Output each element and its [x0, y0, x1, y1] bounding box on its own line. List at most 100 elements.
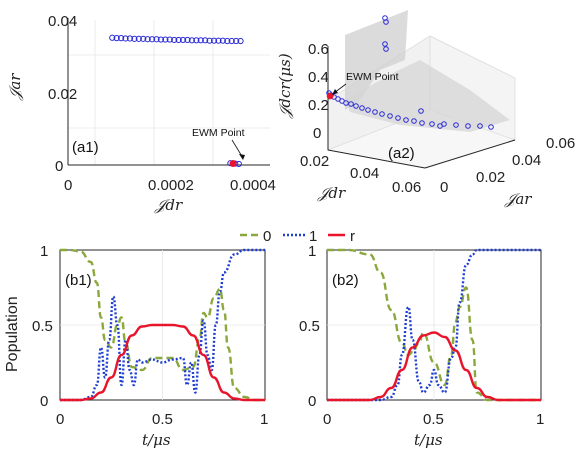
a1-point — [131, 35, 138, 42]
a2-point — [383, 19, 389, 25]
a2-vtick-label: 0.4 — [308, 69, 329, 86]
a1-point — [157, 36, 165, 43]
a1-point — [219, 37, 226, 44]
a2-surface-lower — [345, 60, 510, 132]
a1-ylabel: 𝒥ar — [6, 73, 24, 101]
a1-point — [144, 36, 151, 43]
a2-point — [453, 122, 459, 128]
a1-point — [235, 160, 242, 168]
a2-vtick-label: 0.2 — [308, 97, 329, 114]
b1-panel-label: (b1) — [65, 272, 92, 289]
a1-point — [197, 37, 204, 44]
a2-point — [465, 123, 471, 129]
a2-point — [365, 107, 371, 113]
a2-ewm-point — [326, 92, 334, 100]
a2-point — [411, 118, 417, 124]
a1-point — [237, 37, 244, 45]
a1-point — [113, 35, 120, 42]
a1-point — [188, 37, 195, 44]
a1-ytick-label: 0 — [55, 158, 63, 175]
b2-lines — [326, 248, 541, 402]
a2-xtick-label: 0.02 — [300, 153, 329, 170]
a2-point — [387, 113, 393, 119]
b2-xlabel: t/μs — [414, 431, 443, 449]
legend-label-1: 1 — [309, 228, 317, 245]
a2-point — [372, 109, 378, 115]
a2-point — [348, 101, 354, 107]
a2-point — [437, 123, 443, 129]
a2-point — [343, 100, 349, 106]
a1-points — [109, 34, 244, 168]
a2-ylabel: 𝒥dcr(μs) — [276, 53, 294, 119]
a2-point — [477, 123, 483, 129]
b2-ytick-label: 0 — [308, 393, 316, 410]
a2-point — [382, 41, 388, 47]
a1-point — [224, 37, 231, 45]
b1-xtick-label: 1 — [260, 411, 268, 428]
a2-xtick-label: 0.04 — [350, 165, 379, 182]
a2-vtick-label: 0 — [313, 125, 321, 142]
a1-point — [210, 37, 218, 44]
a1-point — [126, 35, 134, 42]
a1-xtick-label: 0.0004 — [230, 177, 276, 194]
a2-points — [326, 15, 494, 130]
a1-point — [202, 37, 209, 44]
b2-ytick-label: 1 — [308, 243, 316, 260]
panel-b1: 1 0.5 0 0 0.5 1 t/μs Population (b1) — [4, 243, 268, 449]
b2-xtick-label: 1 — [536, 411, 544, 428]
b1-xlabel: t/μs — [142, 431, 171, 449]
a1-point — [215, 37, 222, 44]
a2-y-axis — [424, 139, 516, 169]
a1-point — [233, 37, 240, 45]
b1-ytick-label: 0 — [40, 393, 48, 410]
a2-x-axis — [327, 149, 426, 169]
a2-panel-label: (a2) — [388, 145, 415, 162]
a1-ewm-arrowhead — [239, 154, 245, 160]
a2-xlabel: 𝒥dr — [317, 184, 346, 202]
a2-point — [419, 120, 425, 126]
b1-ylabel: Population — [4, 296, 21, 372]
a1-xtick-label: 0 — [64, 177, 72, 194]
b1-xtick-label: 0.5 — [152, 411, 173, 428]
a1-point — [135, 35, 142, 42]
b2-xtick-label: 0.5 — [423, 411, 444, 428]
b1-ytick-label: 0.5 — [32, 318, 53, 335]
legend-label-0: 0 — [263, 228, 271, 245]
a2-vtick-label: 0.6 — [308, 41, 329, 58]
legend-label-r: r — [350, 228, 355, 245]
b2-series-r — [327, 331, 541, 402]
b2-series-1 — [327, 248, 541, 402]
panel-b2: 1 0.5 0 0 0.5 1 t/μs (b2) — [299, 243, 544, 449]
a2-point — [429, 121, 435, 127]
b1-lines — [59, 248, 265, 402]
a1-point — [140, 35, 147, 42]
a1-point — [193, 37, 200, 44]
b1-series-1 — [60, 248, 265, 402]
a2-ewm-arrowhead — [332, 89, 338, 95]
b1-xtick-label: 0 — [56, 411, 64, 428]
a1-ewm-point — [229, 160, 237, 168]
a2-point — [403, 117, 409, 123]
a1-point — [162, 36, 169, 43]
panel-a1: 0.04 0.02 0 0 0.0002 0.0004 𝒥dr 𝒥ar (a1)… — [6, 13, 276, 214]
a1-xtick-label: 0.0002 — [148, 177, 194, 194]
a2-point — [383, 46, 389, 52]
b2-xtick-label: 0 — [323, 411, 331, 428]
a1-point — [171, 36, 178, 44]
a1-point — [175, 36, 182, 44]
b1-ytick-label: 1 — [40, 243, 48, 260]
a1-xlabel: 𝒥dr — [154, 196, 183, 214]
a2-surface-upper — [345, 10, 408, 110]
a1-point — [228, 37, 235, 45]
a1-point — [206, 37, 213, 44]
a1-point — [109, 34, 116, 41]
a1-point — [153, 36, 160, 43]
a2-ewm-annotation: EWM Point — [346, 71, 399, 83]
a1-point — [184, 36, 191, 44]
a1-point — [179, 36, 187, 44]
a1-ytick-label: 0.02 — [48, 86, 77, 103]
a1-ewm-annotation: EWM Point — [192, 127, 245, 139]
b2-ytick-label: 0.5 — [299, 318, 320, 335]
a2-point — [395, 115, 401, 121]
